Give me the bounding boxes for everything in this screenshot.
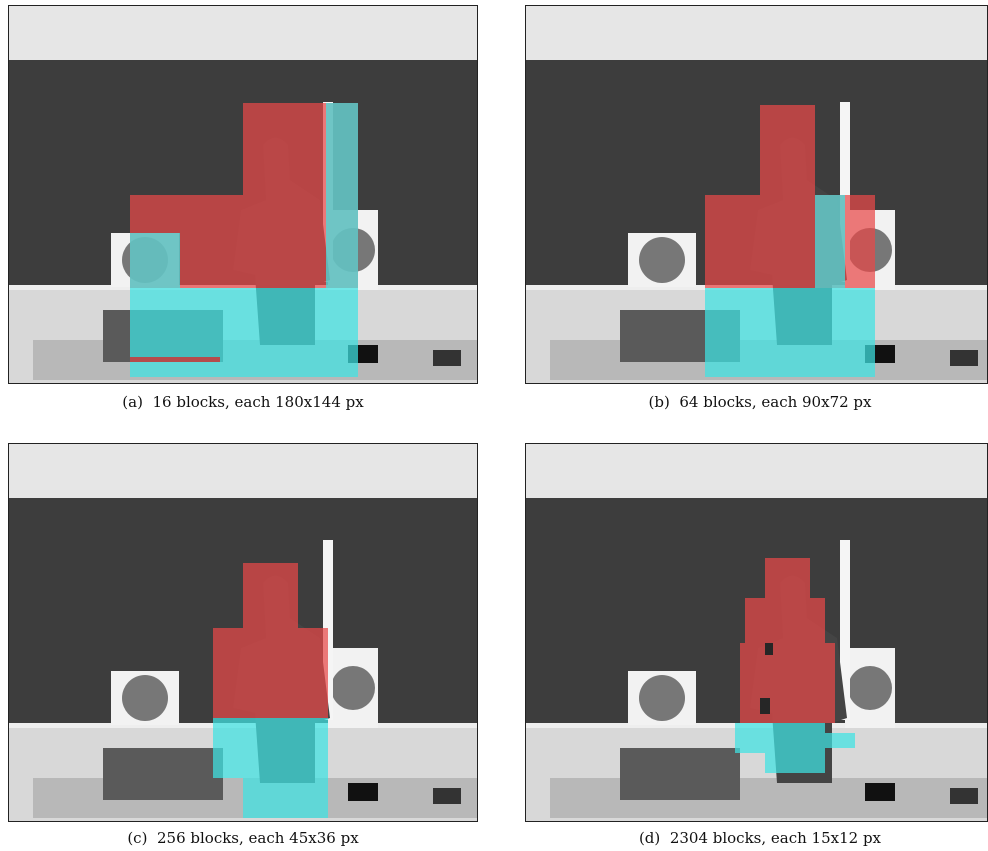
panel-image bbox=[8, 443, 478, 822]
caption-text: 64 blocks, each 90x72 px bbox=[679, 393, 871, 411]
block-overlay bbox=[760, 698, 770, 714]
block-overlay bbox=[760, 105, 815, 195]
caption: (b) 64 blocks, each 90x72 px bbox=[525, 393, 988, 411]
block-overlay bbox=[213, 718, 328, 778]
block-overlay bbox=[825, 733, 855, 748]
block-overlay bbox=[243, 563, 298, 628]
block-overlay bbox=[243, 778, 328, 818]
block-overlay bbox=[705, 195, 875, 288]
caption: (c) 256 blocks, each 45x36 px bbox=[8, 829, 478, 847]
block-overlay bbox=[705, 288, 875, 377]
block-overlay bbox=[130, 288, 358, 377]
wall bbox=[8, 443, 478, 503]
device bbox=[865, 783, 895, 801]
block-overlay bbox=[765, 753, 825, 773]
caption-label: (d) bbox=[639, 829, 660, 847]
block-overlay bbox=[130, 357, 220, 362]
caption: (a) 16 blocks, each 180x144 px bbox=[8, 393, 478, 411]
block-overlay bbox=[815, 195, 845, 288]
siemens-star bbox=[122, 675, 168, 721]
wall bbox=[525, 5, 988, 65]
block-overlay bbox=[213, 628, 328, 718]
laptop bbox=[103, 748, 223, 800]
panel-image bbox=[525, 443, 988, 822]
block-overlay bbox=[130, 233, 180, 288]
caption-label: (b) bbox=[649, 393, 670, 411]
caption-label: (a) bbox=[122, 393, 143, 411]
device bbox=[433, 350, 461, 366]
caption-text: 256 blocks, each 45x36 px bbox=[157, 829, 359, 847]
siemens-star bbox=[639, 675, 685, 721]
figure: (a) 16 blocks, each 180x144 px (b) 64 bl… bbox=[0, 0, 988, 851]
block-overlay bbox=[765, 643, 773, 655]
wall bbox=[8, 5, 478, 65]
desk bbox=[550, 778, 988, 818]
siemens-star bbox=[639, 237, 685, 283]
block-overlay bbox=[745, 598, 825, 643]
block-overlay bbox=[326, 103, 358, 288]
wall bbox=[525, 443, 988, 503]
block-overlay bbox=[735, 723, 825, 753]
device bbox=[950, 788, 978, 804]
caption-label: (c) bbox=[127, 829, 147, 847]
panel-image bbox=[8, 5, 478, 384]
caption-text: 16 blocks, each 180x144 px bbox=[152, 393, 363, 411]
device bbox=[348, 783, 378, 801]
device bbox=[433, 788, 461, 804]
caption: (d) 2304 blocks, each 15x12 px bbox=[525, 829, 988, 847]
siemens-star bbox=[331, 666, 375, 710]
panel-image bbox=[525, 5, 988, 384]
caption-text: 2304 blocks, each 15x12 px bbox=[670, 829, 881, 847]
block-overlay bbox=[740, 643, 835, 723]
siemens-star bbox=[848, 666, 892, 710]
block-overlay bbox=[765, 558, 810, 598]
laptop bbox=[620, 748, 740, 800]
device bbox=[950, 350, 978, 366]
